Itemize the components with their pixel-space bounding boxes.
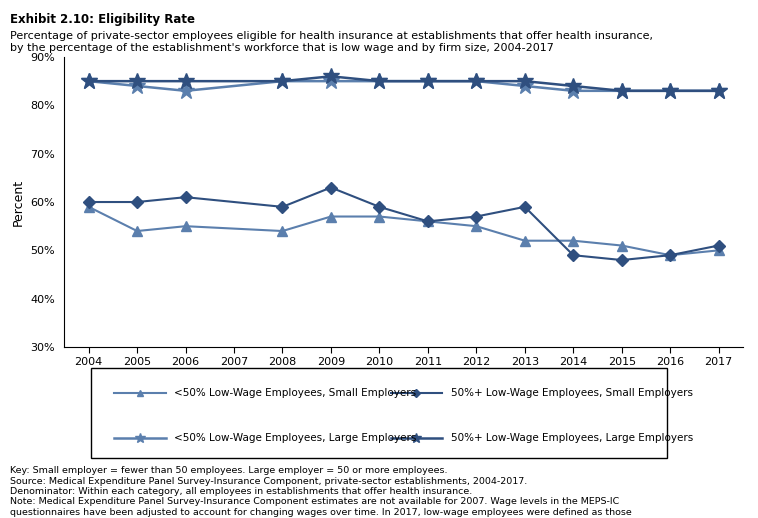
- Line: 50%+ Low-Wage Employees, Large Employers: 50%+ Low-Wage Employees, Large Employers: [80, 68, 727, 99]
- <50% Low-Wage Employees, Large Employers: [666, 88, 675, 94]
- <50% Low-Wage Employees, Small Employers: [568, 238, 578, 244]
- <50% Low-Wage Employees, Small Employers: [375, 213, 384, 220]
- 50%+ Low-Wage Employees, Small Employers: [327, 184, 336, 191]
- <50% Low-Wage Employees, Small Employers: [471, 223, 481, 229]
- 50%+ Low-Wage Employees, Large Employers: [181, 78, 190, 84]
- 50%+ Low-Wage Employees, Small Employers: [617, 257, 626, 263]
- 50%+ Low-Wage Employees, Large Employers: [666, 88, 675, 94]
- 50%+ Low-Wage Employees, Large Employers: [84, 78, 93, 84]
- 50%+ Low-Wage Employees, Large Employers: [327, 73, 336, 79]
- <50% Low-Wage Employees, Small Employers: [617, 242, 626, 249]
- <50% Low-Wage Employees, Large Employers: [423, 78, 432, 84]
- <50% Low-Wage Employees, Small Employers: [278, 228, 287, 234]
- 50%+ Low-Wage Employees, Small Employers: [471, 213, 481, 220]
- Text: <50% Low-Wage Employees, Small Employers: <50% Low-Wage Employees, Small Employers: [174, 388, 417, 398]
- Text: 50%+ Low-Wage Employees, Small Employers: 50%+ Low-Wage Employees, Small Employers: [451, 388, 693, 398]
- <50% Low-Wage Employees, Small Employers: [666, 252, 675, 258]
- <50% Low-Wage Employees, Large Employers: [714, 88, 723, 94]
- <50% Low-Wage Employees, Small Employers: [133, 228, 142, 234]
- 50%+ Low-Wage Employees, Small Employers: [666, 252, 675, 258]
- <50% Low-Wage Employees, Large Employers: [375, 78, 384, 84]
- 50%+ Low-Wage Employees, Large Employers: [568, 83, 578, 89]
- Y-axis label: Percent: Percent: [11, 179, 24, 225]
- Text: 50%+ Low-Wage Employees, Large Employers: 50%+ Low-Wage Employees, Large Employers: [451, 434, 694, 443]
- <50% Low-Wage Employees, Large Employers: [84, 78, 93, 84]
- 50%+ Low-Wage Employees, Small Employers: [84, 199, 93, 205]
- FancyBboxPatch shape: [91, 368, 667, 458]
- Line: <50% Low-Wage Employees, Large Employers: <50% Low-Wage Employees, Large Employers: [80, 73, 727, 99]
- 50%+ Low-Wage Employees, Large Employers: [375, 78, 384, 84]
- <50% Low-Wage Employees, Large Employers: [471, 78, 481, 84]
- <50% Low-Wage Employees, Large Employers: [181, 88, 190, 94]
- <50% Low-Wage Employees, Large Employers: [568, 88, 578, 94]
- 50%+ Low-Wage Employees, Small Employers: [520, 204, 529, 210]
- <50% Low-Wage Employees, Large Employers: [327, 78, 336, 84]
- 50%+ Low-Wage Employees, Small Employers: [375, 204, 384, 210]
- <50% Low-Wage Employees, Small Employers: [84, 204, 93, 210]
- 50%+ Low-Wage Employees, Large Employers: [520, 78, 529, 84]
- <50% Low-Wage Employees, Small Employers: [714, 247, 723, 253]
- 50%+ Low-Wage Employees, Small Employers: [278, 204, 287, 210]
- <50% Low-Wage Employees, Large Employers: [133, 83, 142, 89]
- Line: <50% Low-Wage Employees, Small Employers: <50% Low-Wage Employees, Small Employers: [84, 202, 723, 260]
- 50%+ Low-Wage Employees, Large Employers: [714, 88, 723, 94]
- <50% Low-Wage Employees, Small Employers: [181, 223, 190, 229]
- <50% Low-Wage Employees, Small Employers: [327, 213, 336, 220]
- Line: 50%+ Low-Wage Employees, Small Employers: 50%+ Low-Wage Employees, Small Employers: [84, 183, 723, 264]
- Text: <50% Low-Wage Employees, Large Employers: <50% Low-Wage Employees, Large Employers: [174, 434, 417, 443]
- 50%+ Low-Wage Employees, Large Employers: [471, 78, 481, 84]
- 50%+ Low-Wage Employees, Small Employers: [181, 194, 190, 200]
- 50%+ Low-Wage Employees, Large Employers: [133, 78, 142, 84]
- Text: Key: Small employer = fewer than 50 employees. Large employer = 50 or more emplo: Key: Small employer = fewer than 50 empl…: [10, 466, 631, 518]
- <50% Low-Wage Employees, Small Employers: [423, 218, 432, 224]
- Text: Percentage of private-sector employees eligible for health insurance at establis: Percentage of private-sector employees e…: [10, 31, 653, 53]
- Text: Exhibit 2.10: Eligibility Rate: Exhibit 2.10: Eligibility Rate: [10, 13, 195, 26]
- 50%+ Low-Wage Employees, Large Employers: [617, 88, 626, 94]
- <50% Low-Wage Employees, Large Employers: [278, 78, 287, 84]
- 50%+ Low-Wage Employees, Large Employers: [423, 78, 432, 84]
- <50% Low-Wage Employees, Small Employers: [520, 238, 529, 244]
- <50% Low-Wage Employees, Large Employers: [520, 83, 529, 89]
- <50% Low-Wage Employees, Large Employers: [617, 88, 626, 94]
- 50%+ Low-Wage Employees, Large Employers: [278, 78, 287, 84]
- 50%+ Low-Wage Employees, Small Employers: [714, 242, 723, 249]
- 50%+ Low-Wage Employees, Small Employers: [423, 218, 432, 224]
- 50%+ Low-Wage Employees, Small Employers: [133, 199, 142, 205]
- 50%+ Low-Wage Employees, Small Employers: [568, 252, 578, 258]
